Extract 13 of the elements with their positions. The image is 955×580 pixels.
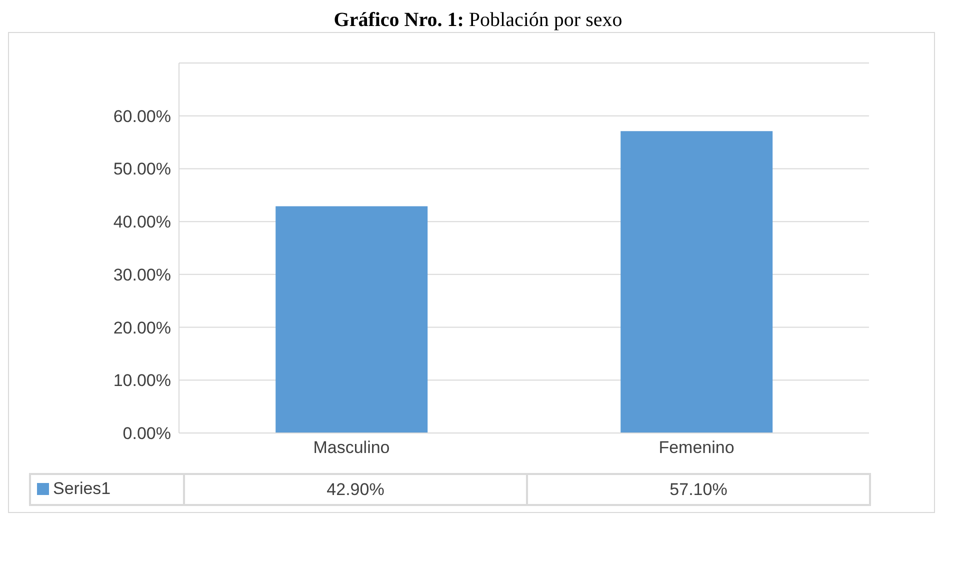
y-tick-label: 50.00% bbox=[113, 160, 171, 179]
chart-title: Gráfico Nro. 1: Población por sexo bbox=[332, 8, 624, 32]
x-tick-label: Masculino bbox=[313, 438, 390, 458]
y-tick-label: 40.00% bbox=[113, 212, 171, 232]
y-tick-label: 10.00% bbox=[113, 371, 171, 390]
y-tick-label: 20.00% bbox=[113, 318, 171, 338]
data-label: 57.10% bbox=[527, 474, 870, 505]
data-label: 42.90% bbox=[184, 474, 527, 505]
y-tick-label: 0.00% bbox=[122, 424, 171, 444]
x-tick-label: Femenino bbox=[658, 438, 734, 458]
legend-label: Series1 bbox=[52, 479, 111, 499]
y-tick-label: 60.00% bbox=[113, 106, 171, 126]
y-tick-label: 30.00% bbox=[113, 265, 171, 284]
